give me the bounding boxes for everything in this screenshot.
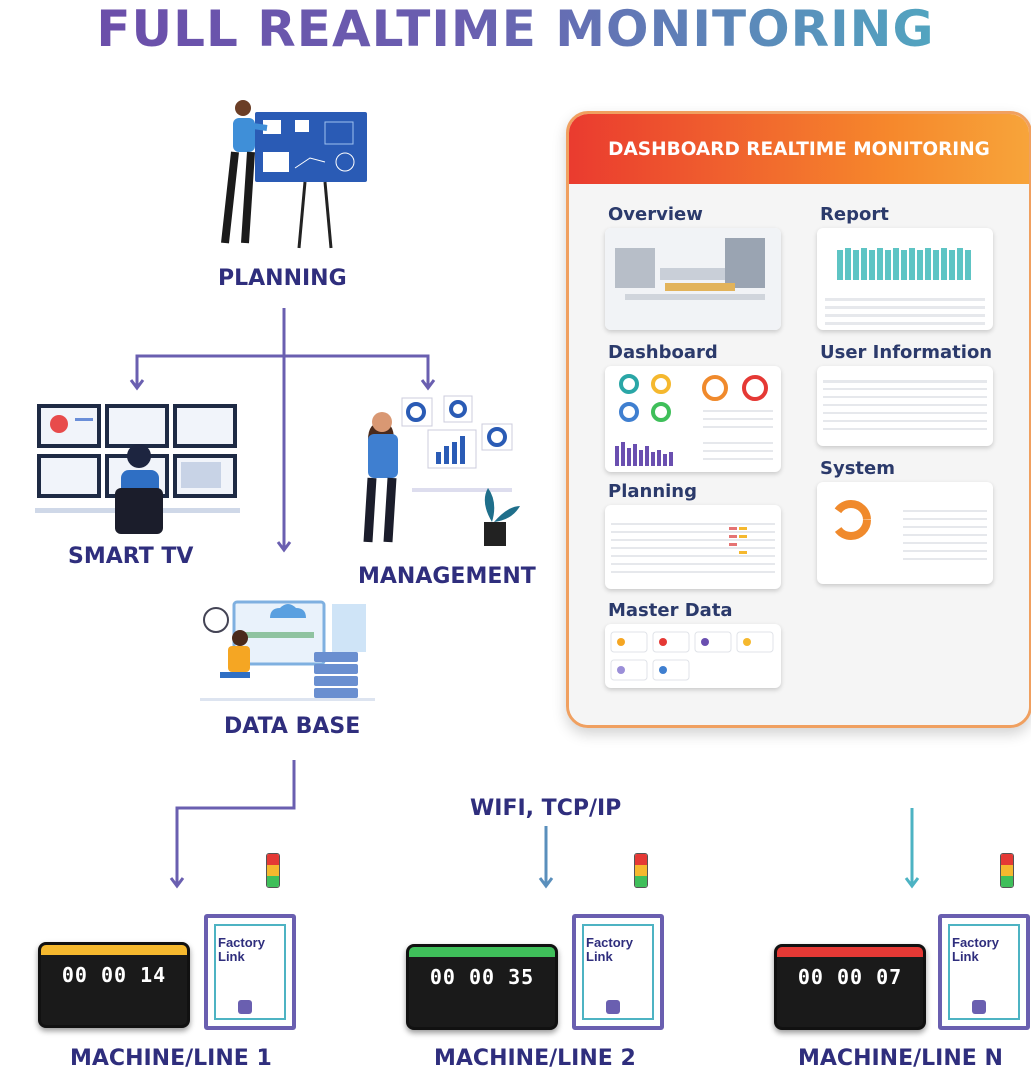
network-label: WIFI, TCP/IP — [470, 796, 622, 821]
dashboard-panel-body: Overview Report Dashboard User Informati… — [569, 184, 1029, 725]
machine-2-label: MACHINE/LINE 2 — [434, 1046, 636, 1071]
dashboard-thumbnail[interactable] — [605, 366, 781, 472]
smart-tv-illustration — [35, 404, 240, 534]
machine-1-display: 00 00 14 — [38, 942, 190, 1028]
section-report[interactable]: Report — [820, 204, 889, 225]
machine-1-label: MACHINE/LINE 1 — [70, 1046, 272, 1071]
machine-n-status-bar — [777, 947, 923, 957]
planning-illustration — [221, 100, 367, 249]
section-planning[interactable]: Planning — [608, 481, 698, 502]
factory-link-brand: Factory — [952, 935, 999, 950]
section-user-information[interactable]: User Information — [820, 342, 993, 363]
smart-tv-label: SMART TV — [68, 544, 194, 569]
master-data-thumbnail[interactable] — [605, 624, 781, 688]
management-illustration — [363, 395, 520, 546]
machine-1-timer: 00 00 14 — [61, 963, 167, 987]
section-system[interactable]: System — [820, 458, 895, 479]
database-label: DATA BASE — [224, 714, 361, 739]
factory-link-brand: Link — [218, 949, 245, 964]
database-illustration — [200, 600, 375, 701]
machine-2-tower-light — [634, 853, 648, 888]
overview-thumbnail[interactable] — [605, 228, 781, 330]
drop-icon — [972, 1000, 986, 1014]
machine-1-tower-light — [266, 853, 280, 888]
user-information-thumbnail[interactable] — [817, 366, 993, 446]
planning-thumbnail[interactable] — [605, 505, 781, 589]
dashboard-panel: DASHBOARD REALTIME MONITORING Overview R… — [566, 111, 1031, 728]
factory-link-brand: Factory — [218, 935, 265, 950]
machine-n-timer: 00 00 07 — [797, 965, 903, 989]
machine-n-tower-light — [1000, 853, 1014, 888]
machine-2-display: 00 00 35 — [406, 944, 558, 1030]
report-thumbnail[interactable] — [817, 228, 993, 330]
section-master-data[interactable]: Master Data — [608, 600, 733, 621]
machine-n-factory-link: Factory Link — [938, 914, 1030, 1030]
factory-link-brand: Link — [586, 949, 613, 964]
machine-1-status-bar — [41, 945, 187, 955]
planning-label: PLANNING — [218, 266, 347, 291]
factory-link-brand: Link — [952, 949, 979, 964]
machine-1-factory-link: Factory Link — [204, 914, 296, 1030]
section-overview[interactable]: Overview — [608, 204, 703, 225]
drop-icon — [238, 1000, 252, 1014]
section-dashboard[interactable]: Dashboard — [608, 342, 718, 363]
machine-n-label: MACHINE/LINE N — [798, 1046, 1003, 1071]
page-title: FULL REALTIME MONITORING — [0, 0, 1031, 60]
system-thumbnail[interactable] — [817, 482, 993, 584]
machine-2-factory-link: Factory Link — [572, 914, 664, 1030]
machine-n-display: 00 00 07 — [774, 944, 926, 1030]
machine-2-status-bar — [409, 947, 555, 957]
drop-icon — [606, 1000, 620, 1014]
factory-link-brand: Factory — [586, 935, 633, 950]
dashboard-panel-title: DASHBOARD REALTIME MONITORING — [569, 114, 1029, 184]
management-label: MANAGEMENT — [358, 564, 536, 589]
machine-2-timer: 00 00 35 — [429, 965, 535, 989]
